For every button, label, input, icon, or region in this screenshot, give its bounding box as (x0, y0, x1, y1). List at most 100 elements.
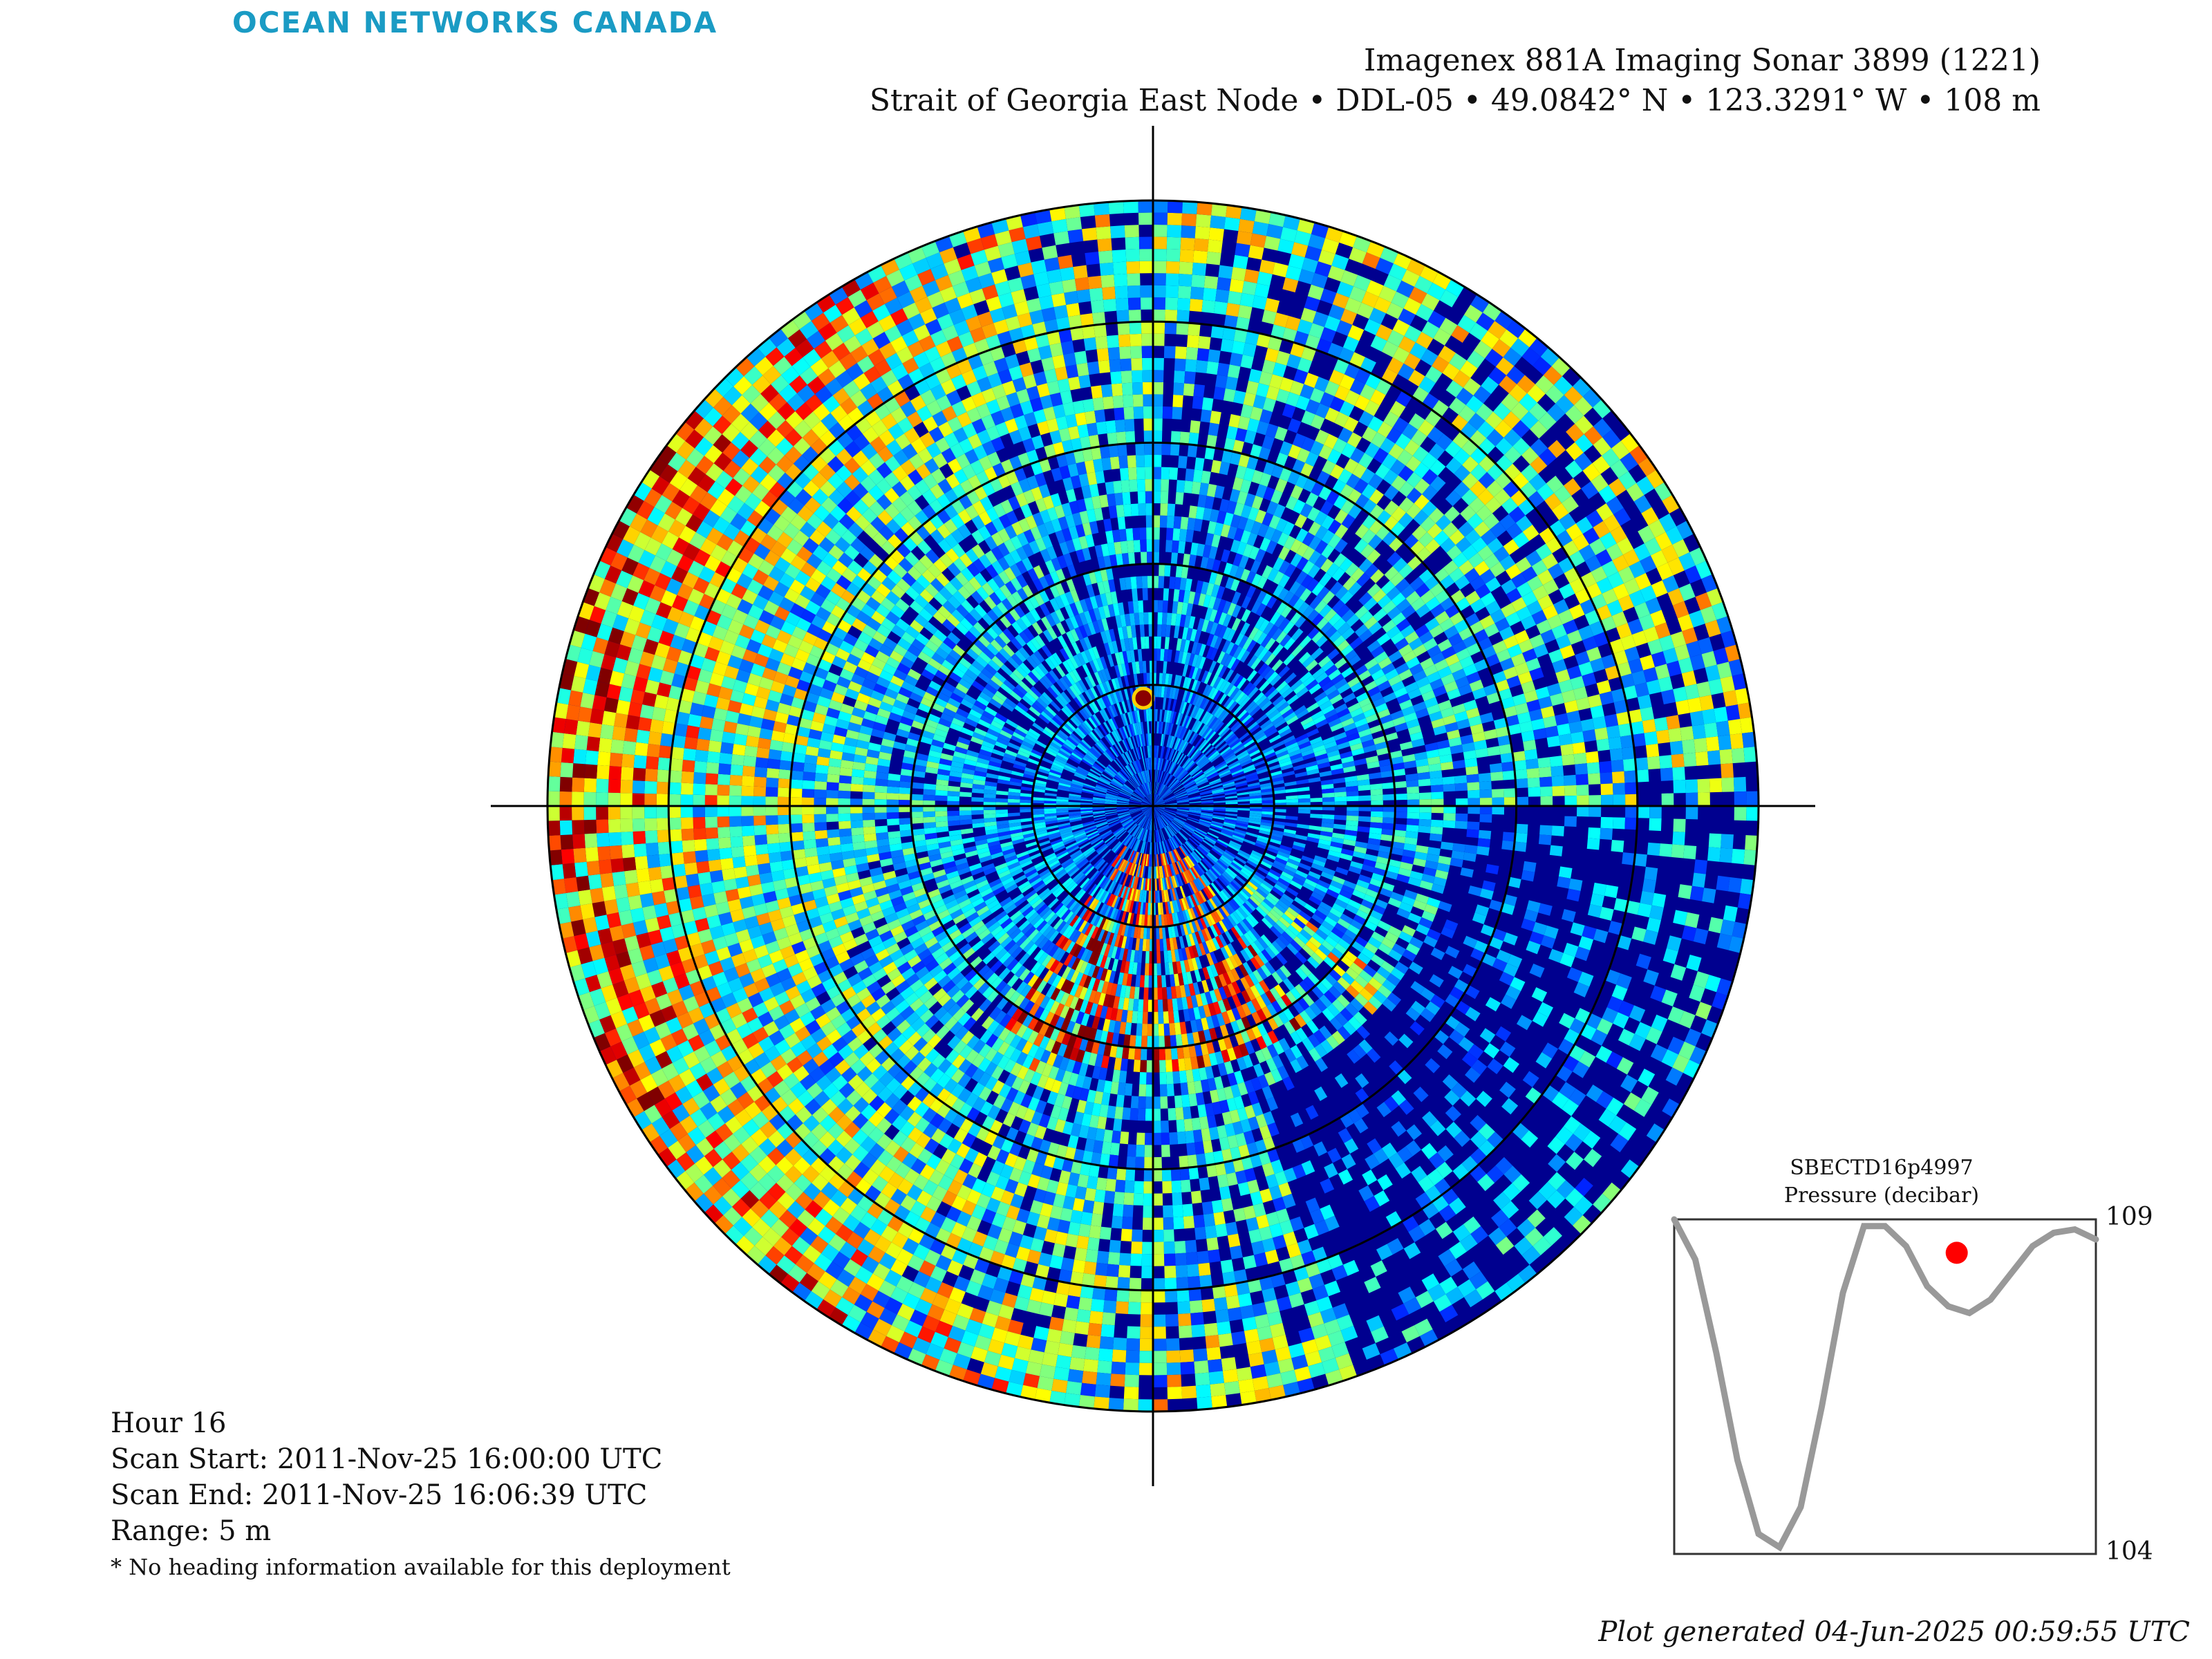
sonar-cell-736 (1094, 792, 1106, 797)
sonar-cell-820 (1208, 827, 1221, 834)
sonar-cell-365 (1138, 828, 1144, 840)
sonar-cell-613 (1169, 762, 1177, 774)
sonar-cell-130 (1153, 795, 1159, 806)
sonar-cell-288 (1158, 784, 1164, 796)
sonar-cell-865 (1138, 865, 1143, 878)
sonar-cell-783 (1179, 754, 1187, 766)
sonar-cell-708 (1114, 843, 1123, 854)
sonar-cell-4306 (1431, 806, 1444, 814)
sonar-cell-838 (1184, 857, 1192, 869)
sonar-cell-331 (1172, 821, 1182, 830)
sonar-cell-639 (1188, 795, 1201, 799)
sonar-cell-513 (1154, 842, 1157, 854)
sonar-cell-214 (1141, 816, 1148, 828)
sonar-cell-674 (1172, 850, 1179, 862)
sonar-cell-3943 (1172, 1059, 1179, 1072)
sonar-cell-537 (1114, 828, 1125, 837)
sonar-cell-803 (1199, 789, 1212, 794)
sonar-cell-452 (1163, 773, 1170, 785)
sonar-cell-4824 (838, 775, 852, 784)
sonar-cell-68 (1142, 806, 1153, 812)
sonar-cell-973 (1209, 780, 1221, 786)
sonar-cell-741 (1096, 784, 1108, 790)
sonar-cell-385 (1121, 818, 1132, 825)
sonar-cell-625 (1179, 773, 1190, 782)
sonar-cell-165 (1164, 809, 1177, 814)
sonar-cell-621 (1177, 769, 1186, 780)
sonar-cell-971 (1207, 773, 1219, 780)
sonar-cell-878 (1115, 858, 1123, 870)
sonar-cell-4626 (852, 769, 865, 778)
sonar-cell-338 (1167, 825, 1176, 836)
sonar-cell-3389 (923, 794, 936, 801)
sonar-cell-767 (1150, 745, 1152, 758)
sonar-cell-890 (1089, 836, 1101, 844)
sonar-cell-4252 (1132, 527, 1141, 541)
sonar-cell-3685 (1394, 823, 1407, 832)
sonar-cell-4761 (1168, 1107, 1177, 1121)
sonar-cell-58 (1145, 806, 1153, 816)
sonar-cell-2254 (1156, 648, 1161, 662)
sonar-cell-676 (1170, 850, 1177, 863)
sonar-cell-396 (1116, 809, 1130, 812)
sonar-cell-203 (1150, 818, 1152, 830)
sonar-cell-781 (1174, 751, 1182, 764)
sonar-cell-3890 (1394, 780, 1407, 789)
sonar-cell-493 (1181, 828, 1192, 837)
sonar-cell-460 (1170, 780, 1180, 789)
sonar-cell-2534 (1144, 975, 1149, 988)
sonar-cell-4621 (850, 813, 863, 821)
sonar-cell-252 (1134, 789, 1145, 798)
sonar-cell-4823 (838, 782, 852, 791)
sonar-cell-440 (1150, 769, 1152, 782)
sonar-cell-4411 (862, 798, 875, 806)
sonar-cell-891 (1088, 833, 1100, 841)
sonar-cell-549 (1104, 807, 1117, 809)
sonar-cell-554 (1105, 800, 1117, 803)
sonar-cell-763 (1139, 747, 1144, 759)
sonar-cell-4817 (838, 828, 852, 837)
sonar-cell-4684 (1160, 503, 1168, 516)
sonar-cell-612 (1168, 762, 1175, 774)
sonar-cell-520 (1141, 841, 1145, 854)
sonar-cell-963 (1197, 757, 1208, 767)
sonar-cell-892 (1087, 832, 1099, 839)
sonar-cell-422 (1131, 776, 1139, 787)
sonar-cell-894 (1085, 827, 1098, 834)
sonar-cell-136 (1153, 797, 1162, 806)
sonar-cell-972 (1208, 778, 1221, 785)
sonar-cell-555 (1105, 798, 1118, 802)
sonar-cell-843 (1177, 861, 1184, 873)
sonar-cell-777 (1168, 748, 1174, 761)
sonar-cell-1784 (1156, 926, 1160, 939)
sonar-cell-908 (1080, 797, 1094, 800)
sonar-cell-2878 (1346, 815, 1359, 821)
sonar-cell-3841 (1140, 552, 1147, 565)
sonar-cell-143 (1153, 798, 1163, 806)
sonar-cell-309 (1164, 798, 1177, 803)
sonar-cell-563 (1108, 786, 1120, 792)
sonar-cell-4681 (1130, 503, 1139, 516)
sonar-cell-22 (1153, 806, 1161, 816)
sonar-cell-776 (1165, 747, 1171, 760)
sonar-cell-792 (1190, 767, 1201, 776)
sonar-cell-492 (1182, 826, 1194, 834)
sonar-cell-795 (1194, 774, 1206, 781)
sonar-cell-4205 (875, 778, 888, 787)
sonar-cell-848 (1169, 863, 1174, 877)
sonar-cell-690 (1148, 854, 1151, 867)
sonar-cell-751 (1107, 765, 1118, 775)
sonar-cell-627 (1182, 777, 1193, 785)
sonar-cell-924 (1107, 749, 1116, 760)
sonar-cell-213 (1142, 816, 1148, 828)
sonar-cell-631 (1184, 782, 1196, 789)
sonar-cell-541 (1109, 821, 1121, 828)
sonar-cell-616 (1173, 765, 1181, 777)
sonar-cell-2677 (1322, 797, 1335, 802)
sonar-cell-649 (1201, 813, 1213, 816)
sonar-cell-693 (1144, 854, 1147, 866)
sonar-cell-686 (1155, 854, 1158, 867)
sonar-cell-367 (1136, 827, 1143, 839)
sonar-cell-653 (1199, 818, 1212, 824)
sonar-cell-31 (1153, 806, 1158, 818)
